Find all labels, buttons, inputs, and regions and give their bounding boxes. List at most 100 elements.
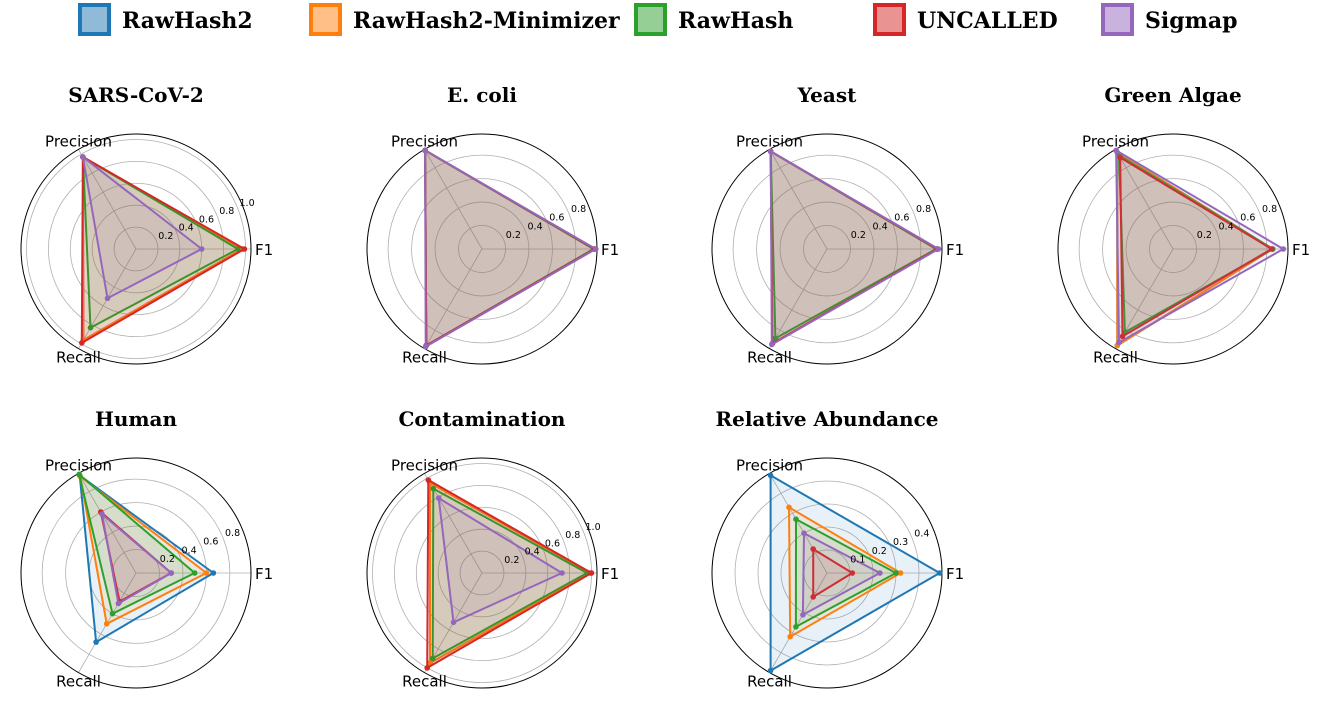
- axis-label-f1: F1: [946, 565, 964, 583]
- axis-label-recall: Recall: [56, 349, 101, 367]
- data-point-rawhash-recall: [109, 610, 116, 617]
- grid-spoke: [769, 473, 828, 574]
- legend-label-rawhash2: RawHash2: [122, 8, 253, 34]
- tick-label: 0.4: [1219, 221, 1234, 232]
- outer-circle: [366, 457, 598, 689]
- data-point-rawhash2-recall: [767, 667, 774, 674]
- panel-relative-abundance: Relative Abundance 0.1 0.2 0.3 0.4 Precision F…: [711, 407, 964, 691]
- grid-spoke: [78, 473, 137, 574]
- series-polygon-sigmap: [769, 150, 940, 346]
- grid-spoke: [1115, 149, 1174, 250]
- tick-label: 0.6: [549, 213, 564, 224]
- data-point-uncalled-precision: [425, 477, 432, 483]
- data-point-sigmap-precision: [435, 495, 442, 501]
- data-point-rawhash-recall: [87, 324, 94, 331]
- series-polygon-sigmap: [101, 513, 173, 605]
- data-point-uncalled-f1: [849, 570, 856, 576]
- tick-label: 0.8: [565, 530, 580, 541]
- data-point-uncalled-f1: [1268, 246, 1275, 252]
- outer-circle: [20, 457, 252, 689]
- panel-human: Human 0.2 0.4 0.6 0.8 Precision F1 Recall: [20, 407, 273, 691]
- series-polygon-sigmap: [801, 532, 881, 616]
- data-point-rawhash2-f1: [210, 570, 217, 576]
- outer-circle: [711, 133, 943, 365]
- tick-label: 0.6: [203, 537, 218, 548]
- outer-circle: [1057, 133, 1289, 365]
- tick-label: 0.2: [160, 554, 175, 565]
- axis-label-precision: Precision: [45, 132, 112, 150]
- axis-label-precision: Precision: [1082, 132, 1149, 150]
- data-point-sigmap-recall: [450, 619, 457, 626]
- panel-sars-cov-2: SARS-CoV-2 0.2 0.4 0.6 0.8 1.0 Precision F1 Reca…: [20, 83, 273, 367]
- axis-label-f1: F1: [1292, 241, 1310, 259]
- series-polygon-uncalled: [812, 548, 854, 598]
- data-point-sigmap-f1: [559, 570, 565, 576]
- data-point-sigmap-f1: [935, 246, 942, 252]
- data-point-rawhash-recall: [772, 335, 779, 342]
- data-point-rawhash-recall: [793, 624, 799, 630]
- data-point-sigmap-f1: [198, 246, 205, 252]
- data-point-uncalled-f1: [588, 570, 595, 576]
- data-point-rawhash-f1: [191, 570, 198, 576]
- legend-label-uncalled: UNCALLED: [917, 8, 1058, 34]
- legend-label-sigmap: Sigmap: [1145, 8, 1238, 34]
- data-point-rawhash2-minimizer-recall: [103, 621, 110, 627]
- grid-spoke: [769, 248, 828, 349]
- grid-spoke: [769, 149, 828, 250]
- legend-swatch-rawhash2: [78, 3, 111, 36]
- series-polygon-sigmap: [1115, 149, 1285, 344]
- data-point-sigmap-recall: [800, 612, 806, 618]
- grid-spoke: [424, 149, 483, 250]
- grid-spoke: [424, 248, 483, 349]
- tick-label: 1.0: [586, 522, 601, 533]
- data-point-uncalled-recall: [1119, 333, 1126, 340]
- axis-label-recall: Recall: [56, 673, 101, 691]
- data-point-sigmap-precision: [80, 154, 86, 160]
- data-point-rawhash2-minimizer-recall: [787, 633, 793, 640]
- data-point-rawhash2-recall: [93, 639, 99, 645]
- data-point-sigmap-recall: [115, 600, 122, 607]
- tick-label: 0.2: [504, 555, 519, 566]
- tick-label: 0.2: [158, 231, 173, 242]
- axis-label-f1: F1: [946, 241, 964, 259]
- panel-contamination: Contamination 0.2 0.4 0.6 0.8 1.0 Precision F1 R…: [366, 407, 619, 691]
- panel-title: SARS-CoV-2: [68, 83, 204, 107]
- series-polygon-rawhash: [794, 518, 897, 628]
- axis-label-recall: Recall: [747, 349, 792, 367]
- series-polygon-uncalled: [80, 156, 246, 344]
- data-point-rawhash2-minimizer-f1: [203, 570, 210, 576]
- tick-label: 0.6: [199, 214, 214, 225]
- axis-label-recall: Recall: [402, 673, 447, 691]
- data-point-rawhash2-f1: [936, 570, 943, 576]
- series-polygon-rawhash2-minimizer: [429, 481, 592, 665]
- axis-label-precision: Precision: [736, 456, 803, 474]
- data-point-sigmap-recall: [422, 343, 429, 350]
- data-point-rawhash-precision: [430, 485, 437, 492]
- data-point-uncalled-recall: [424, 665, 431, 671]
- legend: RawHash2 RawHash2-Minimizer RawHash UNCALLE…: [78, 3, 1238, 36]
- tick-label: 0.2: [1197, 230, 1212, 241]
- tick-label: 0.8: [916, 204, 931, 215]
- data-point-sigmap-recall: [769, 341, 775, 348]
- tick-label: 0.4: [873, 221, 888, 232]
- data-point-sigmap-precision: [801, 530, 807, 536]
- tick-label: 0.4: [914, 529, 929, 540]
- axis-label-precision: Precision: [45, 456, 112, 474]
- data-point-rawhash-f1: [235, 246, 241, 252]
- data-point-uncalled-f1: [241, 246, 248, 252]
- legend-swatch-sigmap: [1101, 3, 1134, 36]
- data-point-sigmap-f1: [168, 570, 174, 576]
- legend-swatch-rawhash2-minimizer: [309, 3, 342, 36]
- data-point-sigmap-precision: [99, 511, 105, 517]
- tick-label: 0.4: [525, 547, 540, 558]
- tick-label: 0.1: [850, 554, 865, 565]
- tick-label: 0.4: [179, 223, 194, 234]
- axis-label-precision: Precision: [391, 132, 458, 150]
- axis-label-f1: F1: [601, 241, 619, 259]
- panel-title: Green Algae: [1104, 83, 1241, 107]
- series-polygon-rawhash: [431, 487, 589, 660]
- tick-label: 0.6: [1240, 213, 1255, 224]
- tick-label: 0.6: [894, 213, 909, 224]
- axis-label-precision: Precision: [391, 456, 458, 474]
- series-polygon-uncalled: [1119, 156, 1273, 338]
